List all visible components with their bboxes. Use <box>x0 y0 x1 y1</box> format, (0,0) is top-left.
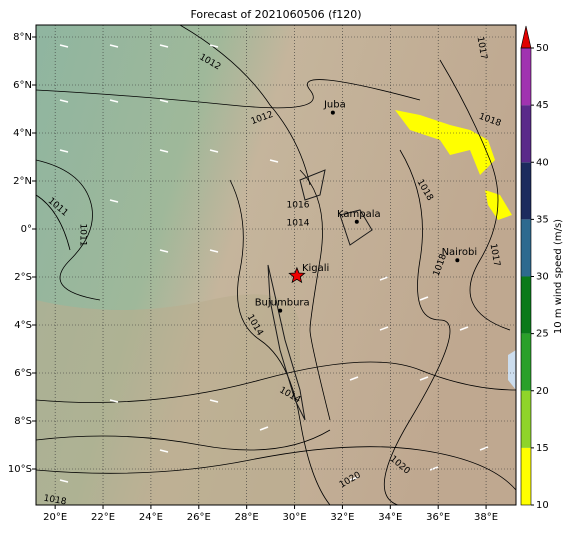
colorbar: 10 15 20 25 30 35 40 45 50 10 m wind speed (m/s) <box>520 25 564 511</box>
y-tick-label: 0° <box>21 224 32 235</box>
wind-barbs <box>59 44 489 483</box>
map-frame <box>35 24 517 506</box>
y-tick-label: 2°N <box>13 176 32 187</box>
x-tick-label: 36°E <box>426 512 450 523</box>
city-dot <box>455 258 460 263</box>
y-tick-label: 10°S <box>8 464 32 475</box>
city-label: Juba <box>323 100 346 111</box>
y-tick-label: 6°N <box>13 80 32 91</box>
colorbar-tick-label: 50 <box>536 43 549 54</box>
colorbar-tick-label: 25 <box>536 329 549 340</box>
colorbar-segment <box>521 105 531 163</box>
terrain-patch <box>36 294 300 505</box>
contour-label: 1014 <box>287 219 310 229</box>
y-tick-label: 2°S <box>14 272 32 283</box>
x-tick-label: 20°E <box>43 512 67 523</box>
contour-label: 1018 <box>43 494 68 508</box>
colorbar-tick-label: 40 <box>536 157 549 168</box>
city-label: Bujumbura <box>255 298 310 309</box>
city-dot <box>354 219 359 224</box>
wind-area <box>485 190 512 220</box>
city-dot <box>278 308 283 313</box>
city-label: Kampala <box>337 209 381 220</box>
x-tick-label: 34°E <box>378 512 402 523</box>
contour-label: 1011 <box>78 224 88 247</box>
map-area: 1012101210111011101410141016101810171018… <box>36 25 516 508</box>
colorbar-tick-label: 45 <box>536 100 549 111</box>
colorbar-tick-label: 15 <box>536 443 549 454</box>
colorbar-segment <box>521 162 531 220</box>
ocean <box>508 350 516 390</box>
x-tick-label: 24°E <box>139 512 163 523</box>
colorbar-tick-label: 35 <box>536 214 549 225</box>
x-tick-label: 28°E <box>235 512 259 523</box>
y-tick-label: 6°S <box>14 368 32 379</box>
y-tick-label: 4°S <box>14 320 32 331</box>
city-star <box>288 266 306 284</box>
colorbar-extend <box>520 25 532 49</box>
colorbar-tick-label: 20 <box>536 386 549 397</box>
colorbar-tick-label: 30 <box>536 272 549 283</box>
contours <box>36 25 516 505</box>
contour-label: 1017 <box>475 36 489 60</box>
x-tick-label: 32°E <box>330 512 354 523</box>
colorbar-segment <box>521 276 531 334</box>
cities: Juba Kampala Nairobi Kigali Bujumbura <box>255 100 477 313</box>
x-tick-label: 26°E <box>187 512 211 523</box>
y-tick-label: 8°N <box>13 32 32 43</box>
colorbar-segment <box>521 333 531 391</box>
x-tick-label: 30°E <box>283 512 307 523</box>
title: Forecast of 2021060506 (f120) <box>190 8 361 21</box>
city-label: Kigali <box>302 263 329 274</box>
x-tick-label: 22°E <box>91 512 115 523</box>
axes: 20°E 22°E 24°E 26°E 28°E 30°E 32°E 34°E 36°E 38°E… <box>8 32 498 523</box>
wind-area <box>395 110 495 175</box>
city-label: Nairobi <box>442 247 478 258</box>
lakes <box>267 169 373 421</box>
colorbar-segment <box>521 48 531 106</box>
y-tick-label: 4°N <box>13 128 32 139</box>
colorbar-segment <box>521 219 531 277</box>
x-tick-label: 38°E <box>474 512 498 523</box>
grid <box>36 25 516 505</box>
contour-label: 1016 <box>287 201 310 211</box>
colorbar-label: 10 m wind speed (m/s) <box>553 219 564 334</box>
contour-label: 1017 <box>488 243 502 267</box>
colorbar-tick-label: 10 <box>536 500 549 511</box>
colorbar-segment <box>521 390 531 448</box>
y-tick-label: 8°S <box>14 416 32 427</box>
city-dot <box>330 110 335 115</box>
colorbar-segment <box>521 447 531 505</box>
